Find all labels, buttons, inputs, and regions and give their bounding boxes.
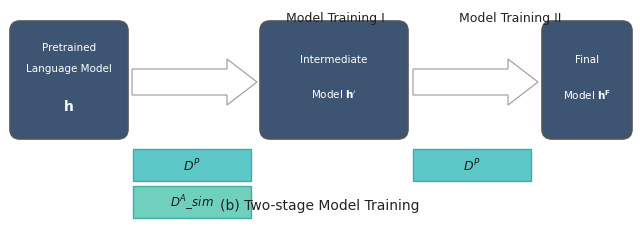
Bar xyxy=(133,149,251,181)
Text: Language Model: Language Model xyxy=(26,64,112,74)
Text: $D^P$: $D^P$ xyxy=(463,157,481,174)
Bar xyxy=(133,186,251,218)
Polygon shape xyxy=(413,60,538,106)
Text: $D^{A}\_sim$: $D^{A}\_sim$ xyxy=(170,192,214,212)
Text: Intermediate: Intermediate xyxy=(300,55,368,65)
Text: Model Training II: Model Training II xyxy=(459,12,561,25)
Polygon shape xyxy=(132,60,257,106)
Text: h: h xyxy=(64,100,74,113)
Text: $D^P$: $D^P$ xyxy=(183,157,201,174)
FancyBboxPatch shape xyxy=(542,22,632,139)
Text: Model Training I: Model Training I xyxy=(285,12,385,25)
Bar xyxy=(413,149,531,181)
Text: Model $\mathbf{h'}$: Model $\mathbf{h'}$ xyxy=(311,89,357,101)
FancyBboxPatch shape xyxy=(260,22,408,139)
Text: Model $\mathbf{h^F}$: Model $\mathbf{h^F}$ xyxy=(563,88,611,102)
FancyBboxPatch shape xyxy=(10,22,128,139)
Text: Pretrained: Pretrained xyxy=(42,43,96,53)
Text: (b) Two-stage Model Training: (b) Two-stage Model Training xyxy=(220,198,420,212)
Text: Final: Final xyxy=(575,55,599,65)
